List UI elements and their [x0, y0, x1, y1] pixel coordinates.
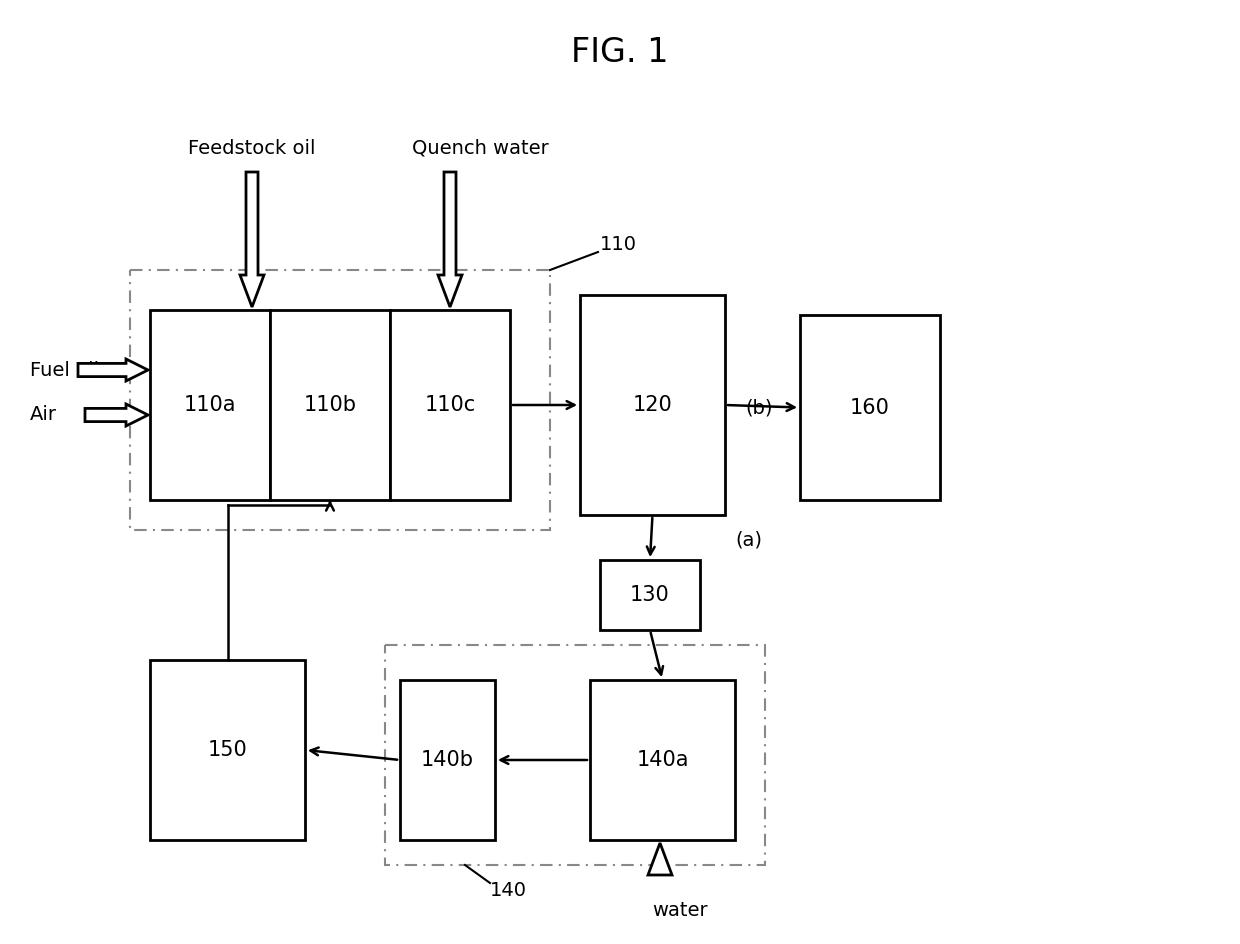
Bar: [150, 310, 270, 500]
Polygon shape: [241, 172, 264, 307]
Bar: [384, 645, 765, 865]
Bar: [590, 680, 735, 840]
Polygon shape: [649, 843, 672, 875]
Text: Quench water: Quench water: [412, 139, 548, 158]
Text: 120: 120: [632, 395, 672, 415]
Text: 110a: 110a: [184, 395, 237, 415]
Bar: [401, 680, 495, 840]
Polygon shape: [86, 404, 148, 426]
Text: 140: 140: [490, 881, 527, 900]
Text: Air: Air: [30, 406, 57, 425]
Text: 140a: 140a: [636, 750, 688, 770]
Text: 150: 150: [207, 740, 247, 760]
Text: 110: 110: [600, 235, 637, 255]
Polygon shape: [438, 172, 463, 307]
Bar: [270, 310, 391, 500]
Bar: [800, 315, 940, 500]
Text: 110b: 110b: [304, 395, 357, 415]
Text: FIG. 1: FIG. 1: [572, 36, 668, 69]
Text: (a): (a): [735, 531, 763, 549]
Bar: [130, 270, 551, 530]
Text: 130: 130: [630, 585, 670, 605]
Text: Fuel oil: Fuel oil: [30, 361, 99, 379]
Text: (b): (b): [745, 398, 773, 417]
Text: water: water: [652, 901, 708, 919]
Text: Feedstock oil: Feedstock oil: [188, 139, 316, 158]
Bar: [150, 660, 305, 840]
Text: 110c: 110c: [424, 395, 476, 415]
Text: 140b: 140b: [422, 750, 474, 770]
Bar: [600, 560, 701, 630]
Bar: [391, 310, 510, 500]
Polygon shape: [78, 359, 148, 381]
Bar: [580, 295, 725, 515]
Text: 160: 160: [851, 397, 890, 417]
